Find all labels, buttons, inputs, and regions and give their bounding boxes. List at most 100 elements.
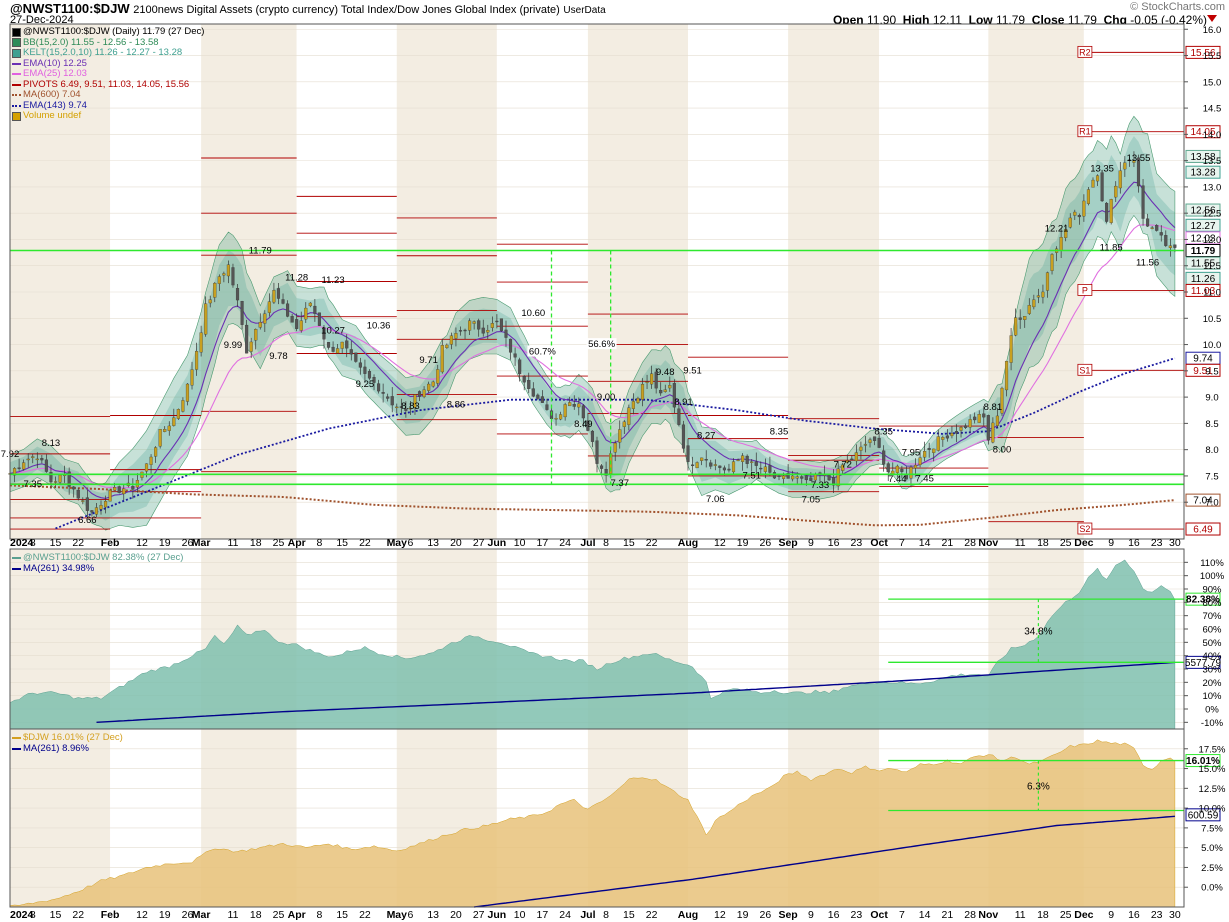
x-tick-label: 18	[250, 909, 262, 921]
candle-body	[199, 332, 203, 353]
right-value-box	[1185, 203, 1221, 217]
candle-body	[677, 408, 681, 425]
month-band	[10, 24, 111, 539]
price-label: 9.71	[419, 355, 438, 366]
y-tick-label: 0.0%	[1201, 883, 1223, 894]
y-tick-label: 13.5	[1203, 156, 1222, 167]
y-tick-label: 30%	[1202, 665, 1222, 676]
pivot-tag: P	[1082, 285, 1088, 295]
candle-body	[276, 288, 281, 299]
y-tick-label: 11.0	[1203, 288, 1221, 299]
x-tick-label: 18	[1037, 909, 1049, 921]
y-tick-label: 8.0	[1205, 445, 1218, 456]
candle-body	[763, 466, 767, 472]
x-tick-label: 9	[808, 909, 814, 921]
y-tick-label: 10%	[1202, 691, 1222, 702]
candle-body	[882, 450, 886, 465]
x-tick-label: 9	[1108, 537, 1114, 549]
candle-body	[272, 290, 276, 303]
x-tick-label: 19	[159, 537, 171, 549]
candle-body	[932, 448, 936, 453]
x-tick-label: Nov	[978, 537, 998, 549]
x-tick-label: 19	[159, 909, 171, 921]
candle-body	[531, 388, 535, 397]
legend-text: MA(600) 7.04	[23, 89, 81, 100]
candle-body	[281, 299, 285, 304]
candle-body	[240, 301, 244, 325]
x-tick-label: 22	[72, 909, 84, 921]
legend-text: EMA(25) 12.03	[23, 68, 87, 79]
y-tick-label: 12.0	[1203, 235, 1222, 246]
candle-body	[736, 459, 740, 462]
panel-frame	[9, 23, 1185, 540]
candle-body	[1064, 229, 1068, 238]
x-tick-label: 2024	[10, 909, 34, 921]
month-band	[1083, 24, 1184, 539]
right-value-label: 6.49	[1193, 525, 1213, 536]
candle-body	[185, 383, 190, 402]
candle-body	[381, 392, 385, 394]
x-tick-label: Jun	[488, 537, 507, 549]
price-label: 7.72	[833, 459, 852, 470]
x-tick-label: Feb	[101, 909, 120, 921]
candle-body	[622, 421, 626, 427]
legend-text: MA(261) 34.98%	[23, 562, 95, 574]
x-tick-label: 7	[899, 537, 905, 549]
candle-body	[841, 464, 845, 471]
candle-body	[358, 362, 362, 368]
candle-body	[791, 475, 795, 480]
price-label: 7.37	[611, 478, 630, 489]
candle-body	[1045, 272, 1050, 291]
candle-body	[44, 459, 48, 472]
y-tick-label: 40%	[1202, 651, 1222, 662]
candle-body	[895, 465, 899, 473]
x-tick-label: 30	[1169, 537, 1181, 549]
candle-body	[873, 436, 877, 441]
candle-body	[977, 414, 981, 423]
price-label: 8.91	[674, 397, 693, 408]
candle-body	[722, 467, 726, 471]
candle-body	[1059, 237, 1063, 251]
keltner-channel	[10, 136, 1175, 521]
x-tick-label: Aug	[678, 537, 698, 549]
candle-body	[217, 276, 221, 284]
price-label: 7.35	[24, 479, 43, 490]
pct-label-bg	[586, 338, 617, 350]
x-tick-label: 12	[714, 909, 726, 921]
candle-body	[1105, 202, 1109, 222]
candle-body	[17, 467, 21, 469]
candle-body	[1004, 360, 1009, 391]
candle-body	[1077, 214, 1081, 218]
candle-body	[286, 303, 290, 317]
right-value-label: 12.03	[1190, 233, 1215, 244]
right-value-label: 11.55	[1191, 259, 1216, 270]
x-tick-label: 8	[603, 537, 609, 549]
candle-body	[1100, 172, 1104, 202]
y-tick-label: 14.5	[1203, 104, 1222, 115]
candle-body	[745, 455, 749, 464]
candle-body	[308, 302, 312, 307]
y-tick-label: 7.5	[1205, 471, 1218, 482]
gap-label: 6.3%	[1027, 782, 1050, 793]
candle-body	[458, 330, 463, 332]
candle-body	[590, 430, 595, 442]
candle-body	[103, 501, 108, 508]
candle-body	[863, 444, 868, 446]
candle-body	[204, 303, 208, 335]
y-tick-label: 8.5	[1205, 419, 1218, 430]
legend-entry: @NWST1100:$DJW 82.38% (27 Dec)	[12, 552, 183, 564]
right-value-label: 82.38%	[1186, 595, 1220, 606]
candle-body	[936, 436, 940, 451]
candle-body	[377, 383, 381, 392]
candle-body	[1127, 159, 1131, 161]
price-label: 8.35	[874, 426, 893, 437]
ma261-line	[96, 661, 1175, 723]
x-tick-label: 13	[427, 537, 439, 549]
candle-body	[290, 316, 294, 323]
x-tick-label: Jul	[580, 537, 595, 549]
candle-body	[750, 461, 754, 463]
x-tick-label: 22	[359, 537, 371, 549]
candle-body	[982, 413, 986, 418]
candle-body	[1118, 170, 1122, 189]
candle-body	[390, 396, 394, 406]
